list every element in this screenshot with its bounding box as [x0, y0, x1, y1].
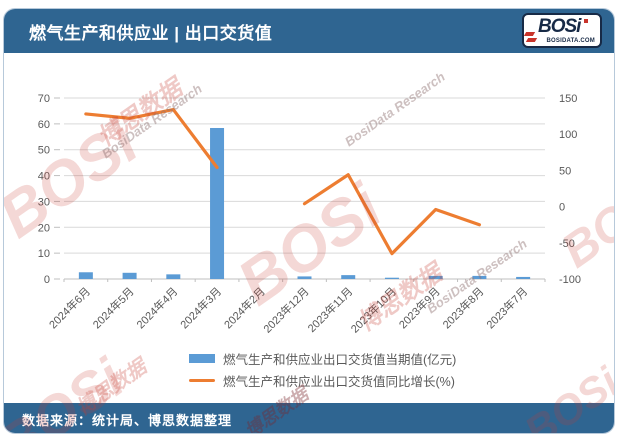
- svg-text:2023年10月: 2023年10月: [348, 284, 399, 335]
- svg-text:2023年7月: 2023年7月: [483, 284, 530, 331]
- svg-text:2024年3月: 2024年3月: [177, 284, 224, 331]
- chart-header: 燃气生产和供应业 | 出口交货值 BOSi BOSIDATA.COM: [4, 9, 614, 53]
- svg-text:2023年11月: 2023年11月: [305, 284, 356, 335]
- svg-text:50: 50: [38, 145, 50, 157]
- svg-text:50: 50: [559, 165, 571, 177]
- svg-text:2023年8月: 2023年8月: [439, 284, 486, 331]
- data-source-text: 数据来源：统计局、博思数据整理: [22, 412, 233, 428]
- svg-text:60: 60: [38, 119, 50, 131]
- legend-label-bar-series: 燃气生产和供应业出口交货值当期值(亿元): [223, 352, 457, 367]
- svg-text:150: 150: [559, 93, 577, 105]
- svg-text:2024年2月: 2024年2月: [221, 284, 268, 331]
- svg-text:0: 0: [559, 202, 565, 214]
- logo-stripe-icon: [524, 32, 536, 36]
- chart-area: 0 10 20 30 40 50 60 70 -100 -50 0 50 100 150 2024年6月 20…: [4, 53, 614, 403]
- legend-item-bar-series: 燃气生产和供应业出口交货值当期值(亿元): [189, 350, 457, 367]
- svg-text:20: 20: [38, 222, 50, 234]
- svg-text:2023年9月: 2023年9月: [396, 284, 443, 331]
- svg-text:10: 10: [38, 248, 50, 260]
- logo-dot-icon: [584, 19, 588, 23]
- page-title: 燃气生产和供应业 | 出口交货值: [29, 23, 273, 43]
- svg-text:30: 30: [38, 196, 50, 208]
- svg-text:0: 0: [44, 274, 50, 286]
- svg-text:2024年5月: 2024年5月: [90, 284, 137, 331]
- logo-text: BOSi: [538, 16, 581, 37]
- svg-text:-50: -50: [559, 238, 575, 250]
- bosi-logo: BOSi BOSIDATA.COM: [522, 13, 602, 48]
- svg-text:2024年4月: 2024年4月: [133, 284, 180, 331]
- chart-legend: 燃气生产和供应业出口交货值当期值(亿元) 燃气生产和供应业出口交货值同比增长(%…: [4, 350, 614, 389]
- svg-text:70: 70: [38, 93, 50, 105]
- legend-item-line-series: 燃气生产和供应业出口交货值同比增长(%): [189, 372, 455, 389]
- logo-subtext: BOSIDATA.COM: [546, 38, 595, 44]
- svg-text:40: 40: [38, 171, 50, 183]
- svg-text:100: 100: [559, 129, 577, 141]
- line-series-swatch-icon: [189, 378, 215, 382]
- logo-stripe-icon: [525, 38, 538, 42]
- svg-text:-100: -100: [559, 274, 581, 286]
- combo-chart: 010203040506070-100-500501001502024年6月20…: [38, 93, 581, 336]
- svg-text:2024年6月: 2024年6月: [46, 284, 93, 331]
- report-card: 燃气生产和供应业 | 出口交货值 BOSi BOSIDATA.COM 0 10 20…: [3, 8, 615, 434]
- source-bar: 数据来源：统计局、博思数据整理: [4, 403, 614, 433]
- svg-text:2023年12月: 2023年12月: [260, 284, 311, 335]
- bar-series-swatch-icon: [189, 353, 215, 363]
- legend-label-line-series: 燃气生产和供应业出口交货值同比增长(%): [223, 374, 455, 389]
